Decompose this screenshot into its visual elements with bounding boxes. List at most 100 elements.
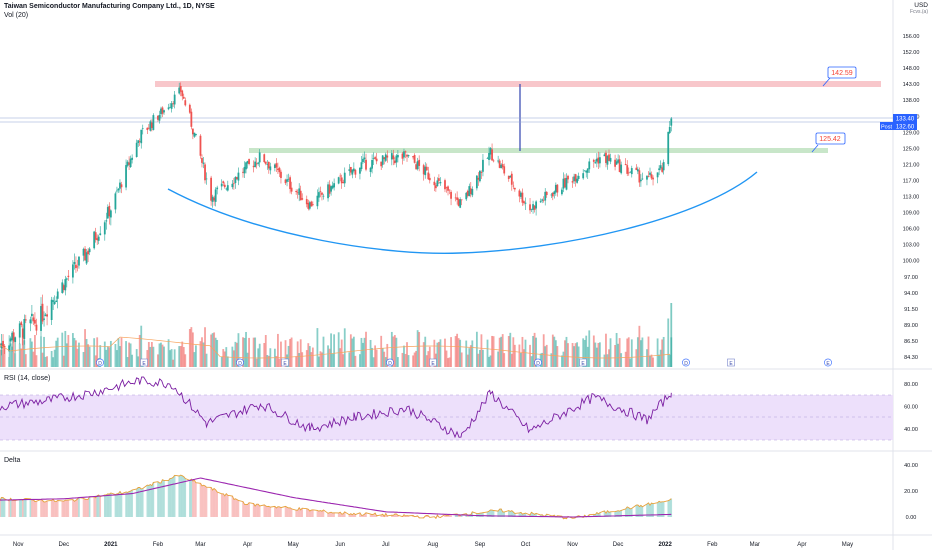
candle-body [413, 155, 416, 163]
delta-bar [0, 500, 1, 517]
volume-bar [641, 337, 644, 367]
volume-bar [407, 355, 410, 367]
candle-body [290, 187, 293, 192]
volume-bar [255, 358, 258, 367]
candle-body [401, 153, 404, 159]
delta-bar [564, 517, 566, 519]
volume-bar [301, 352, 304, 367]
candle-body [128, 162, 130, 165]
candle-body [626, 165, 629, 174]
volume-bar [392, 336, 395, 367]
x-tick-label: Dec [613, 542, 624, 548]
volume-bar [401, 352, 404, 367]
delta-bar [295, 510, 297, 517]
delta-bar [160, 483, 162, 517]
volume-bar [170, 349, 173, 367]
volume-bar [418, 332, 421, 367]
candle-body [286, 179, 288, 182]
volume-bar [617, 343, 620, 367]
delta-bar [258, 505, 261, 517]
volume-bar [234, 341, 237, 367]
volume-bar [448, 357, 451, 367]
delta-bar [14, 500, 16, 517]
volume-bar [553, 336, 556, 367]
volume-bar [412, 355, 414, 367]
candle-body [310, 201, 313, 207]
volume-bar [222, 349, 225, 367]
delta-bar [646, 504, 648, 517]
candle-body [308, 202, 311, 209]
delta-bar [44, 501, 47, 517]
delta-bar [67, 500, 70, 517]
delta-bar [75, 500, 77, 517]
volume-bar [287, 345, 290, 367]
rsi-line [0, 376, 672, 439]
volume-bar [340, 339, 343, 367]
candle-body [475, 175, 478, 189]
candle-body [468, 186, 471, 197]
delta-bar [588, 514, 591, 517]
delta-bar [248, 502, 250, 517]
candle-body [14, 337, 17, 343]
volume-bar [35, 355, 38, 367]
delta-bar [468, 514, 471, 517]
delta-bar [94, 497, 97, 517]
candle-body [223, 184, 226, 188]
candle-body [618, 159, 621, 172]
candle-body [492, 160, 495, 162]
breakout-callout[interactable]: 125.42 [811, 132, 846, 153]
delta-bar [333, 512, 335, 517]
volume-bar [438, 341, 440, 367]
delta-bar [403, 514, 405, 517]
delta-bar [190, 479, 193, 517]
volume-bar [284, 340, 287, 367]
volume-bar [630, 339, 633, 367]
resistance-callout[interactable]: 142.59 [822, 66, 857, 87]
candle-body [152, 115, 155, 130]
candle-body [43, 318, 45, 320]
volume-bar [457, 338, 460, 367]
delta-bar [64, 500, 67, 517]
volume-bar [195, 345, 197, 367]
delta-bar [135, 488, 138, 517]
price-tick-label: 125.00 [903, 146, 920, 152]
volume-bar [422, 342, 425, 367]
x-axis: Nov Dec 2021 Feb Mar Apr May Jun Jul Aug Sep Oct Nov… [13, 542, 853, 548]
currency-label[interactable]: USD Fcvs.(a) [910, 2, 928, 16]
volume-bar [106, 346, 109, 367]
candle-body [406, 154, 408, 157]
volume-bar [295, 356, 298, 367]
delta-bar [340, 514, 343, 517]
volume-bar [606, 354, 609, 367]
volume-bar [339, 348, 342, 367]
delta-bar [268, 506, 270, 517]
volume-bar [108, 347, 111, 367]
candle-body [656, 172, 659, 178]
delta-bar [351, 514, 354, 517]
delta-bar [245, 504, 247, 517]
delta-bar [61, 500, 64, 517]
candle-body [434, 185, 437, 189]
delta-bar [236, 499, 238, 517]
candle-body [73, 261, 76, 265]
volume-bar [140, 325, 143, 367]
delta-bar [146, 485, 149, 517]
candle-body [20, 322, 23, 326]
candle-body [129, 158, 132, 167]
candle-body [479, 170, 481, 182]
delta-bar [223, 495, 226, 517]
candle-body [524, 202, 527, 204]
price-candles [0, 82, 673, 357]
delta-bar [152, 482, 155, 517]
volume-bar [636, 337, 639, 367]
delta-bar [40, 499, 42, 517]
volume-bar [245, 331, 247, 367]
candle-body [277, 168, 279, 170]
volume-bar [78, 342, 80, 367]
volume-bar [264, 335, 267, 367]
delta-bar [266, 506, 269, 517]
candle-body [50, 299, 53, 321]
candle-body [99, 233, 102, 236]
delta-bar [284, 506, 287, 517]
